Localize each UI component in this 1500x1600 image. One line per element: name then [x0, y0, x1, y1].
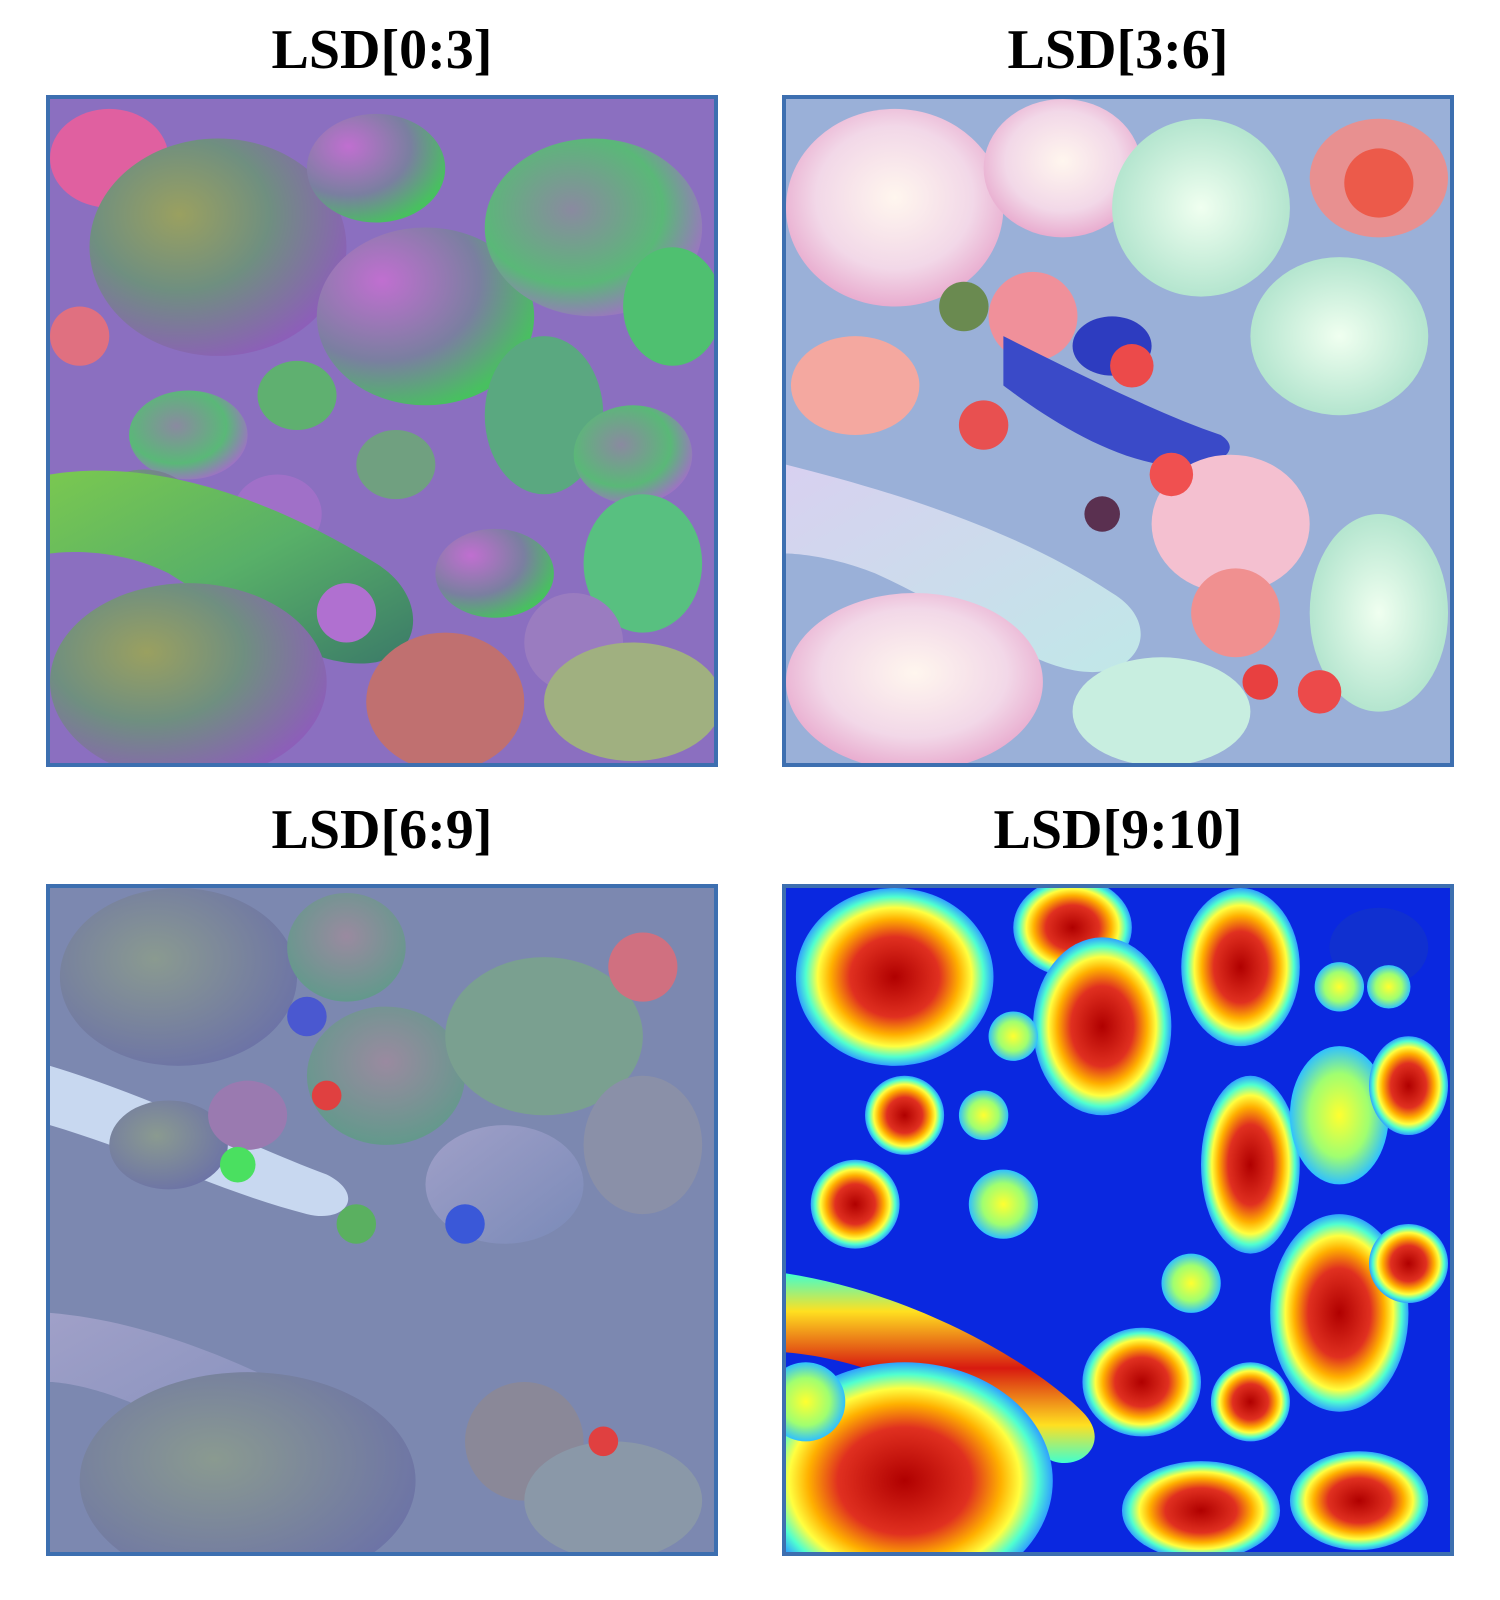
lsd-9-10-image: [782, 884, 1454, 1556]
panel-lsd-0-3: LSD[0:3]: [46, 0, 718, 770]
lsd-3-6-image: [782, 95, 1454, 767]
lsd-6-9-image: [46, 884, 718, 1556]
panel-title: LSD[9:10]: [993, 799, 1243, 861]
panel-title: LSD[0:3]: [271, 19, 493, 81]
panel-lsd-9-10: LSD[9:10]: [782, 790, 1454, 1560]
panel-lsd-3-6: LSD[3:6]: [782, 0, 1454, 770]
panel-title: LSD[3:6]: [1007, 19, 1229, 81]
lsd-0-3-image: [46, 95, 718, 767]
panel-lsd-6-9: LSD[6:9]: [46, 790, 718, 1560]
panel-title: LSD[6:9]: [271, 799, 493, 861]
